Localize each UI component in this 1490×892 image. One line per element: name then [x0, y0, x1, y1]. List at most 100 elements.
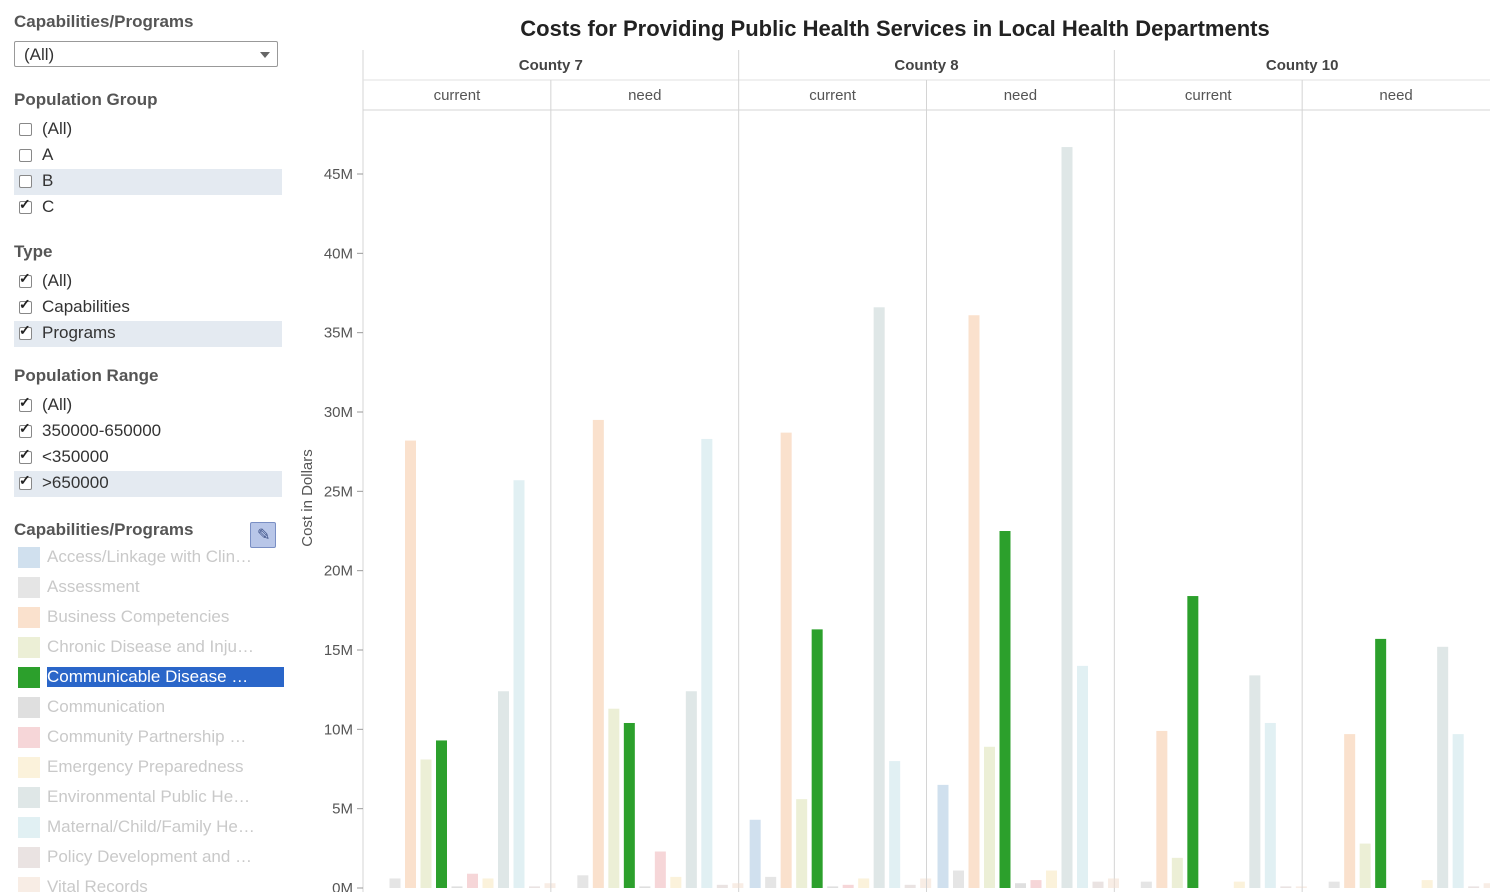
bar — [1375, 638, 1387, 888]
population-group-option[interactable]: ✓ C — [14, 195, 282, 221]
type-option[interactable]: ✓ Capabilities — [14, 295, 282, 321]
population-range-option[interactable]: ✓ 350000-650000 — [14, 419, 282, 445]
population-group-option[interactable]: (All) — [14, 117, 282, 143]
y-tick-label: 35M — [324, 325, 353, 342]
population-range-option[interactable]: ✓ <350000 — [14, 445, 282, 471]
legend-swatch — [18, 547, 40, 568]
type-option[interactable]: ✓ Programs — [14, 321, 282, 347]
bar — [1108, 878, 1119, 888]
bar — [670, 876, 682, 888]
population-group-title: Population Group — [14, 90, 158, 109]
bar — [654, 851, 666, 888]
legend-label: Communicable Disease Control — [47, 667, 284, 687]
legend-item[interactable]: Maternal/Child/Family Health — [18, 816, 268, 840]
y-tick-label: 40M — [324, 245, 353, 262]
legend-swatch — [18, 697, 40, 718]
legend-item[interactable]: Chronic Disease and Injury Prevention — [18, 636, 268, 660]
population-range-option[interactable]: ✓ >650000 — [14, 471, 282, 497]
bar — [1295, 886, 1307, 888]
bar — [623, 722, 635, 888]
population-range-option-label: <350000 — [42, 447, 109, 466]
population-group-option[interactable]: B — [14, 169, 282, 195]
checkbox[interactable]: ✓ — [19, 395, 32, 412]
checkbox[interactable] — [19, 123, 32, 136]
filter-sidebar: Capabilities/Programs (All) Population G… — [0, 0, 300, 892]
checkbox[interactable]: ✓ — [19, 323, 32, 340]
bar — [968, 315, 980, 888]
dropdown-value: (All) — [24, 45, 55, 64]
checkbox[interactable] — [19, 175, 32, 188]
bar — [467, 873, 478, 888]
population-group-option-label: B — [42, 171, 54, 190]
legend-swatch — [18, 817, 40, 838]
population-group-option-label: A — [42, 145, 54, 164]
bar — [436, 740, 447, 888]
pen-icon: ✎ — [257, 527, 271, 544]
population-group-option[interactable]: A — [14, 143, 282, 169]
bar — [420, 759, 432, 888]
type-option-label: Capabilities — [42, 297, 130, 316]
population-range-option-label: (All) — [42, 395, 73, 414]
y-tick-label: 10M — [324, 721, 353, 738]
bar — [701, 438, 713, 888]
population-group-option-label: C — [42, 197, 55, 216]
check-icon: ✓ — [19, 394, 31, 410]
chevron-down-icon — [260, 52, 270, 58]
subgroup-header-label: need — [628, 87, 661, 104]
bar — [1421, 880, 1433, 888]
check-icon: ✓ — [19, 196, 31, 212]
bar — [577, 875, 589, 888]
legend-item[interactable]: Access/Linkage with Clinical Care — [18, 546, 268, 570]
bar — [1061, 147, 1073, 888]
bar — [1187, 596, 1199, 888]
bar — [999, 531, 1011, 888]
bar — [1030, 880, 1042, 888]
legend-item[interactable]: Communication — [18, 696, 268, 720]
bar — [716, 884, 728, 888]
type-title: Type — [14, 242, 53, 261]
bar — [1280, 886, 1292, 888]
type-option-label: (All) — [42, 271, 73, 290]
type-option[interactable]: ✓ (All) — [14, 269, 282, 295]
group-header-label: County 7 — [519, 57, 583, 74]
population-range-option[interactable]: ✓ (All) — [14, 393, 282, 419]
legend-item[interactable]: Community Partnership Development — [18, 726, 268, 750]
checkbox[interactable]: ✓ — [19, 197, 32, 214]
legend-item[interactable]: Vital Records — [18, 876, 268, 892]
bar — [1077, 665, 1088, 888]
capabilities-dropdown[interactable]: (All) — [14, 41, 278, 67]
check-icon: ✓ — [19, 322, 31, 338]
checkbox[interactable]: ✓ — [19, 271, 32, 288]
y-tick-label: 30M — [324, 404, 353, 421]
y-tick-label: 0M — [332, 880, 353, 892]
bar — [1359, 843, 1371, 888]
bar — [685, 691, 697, 888]
legend-item[interactable]: Environmental Public Health — [18, 786, 268, 810]
bar — [592, 419, 604, 888]
bar — [389, 878, 401, 888]
bar — [796, 799, 808, 888]
bar — [1015, 883, 1026, 888]
checkbox[interactable]: ✓ — [19, 421, 32, 438]
legend-item[interactable]: Business Competencies — [18, 606, 268, 630]
bar — [544, 883, 556, 888]
group-header-label: County 8 — [894, 57, 958, 74]
checkbox[interactable]: ✓ — [19, 297, 32, 314]
bar — [1437, 646, 1449, 888]
checkbox[interactable]: ✓ — [19, 447, 32, 464]
bar — [1092, 881, 1104, 888]
legend-swatch — [18, 877, 40, 892]
legend-item[interactable]: Emergency Preparedness — [18, 756, 268, 780]
legend-item[interactable]: Policy Development and Support — [18, 846, 268, 870]
y-tick-label: 5M — [332, 801, 353, 818]
legend-swatch — [18, 727, 40, 748]
group-header-label: County 10 — [1266, 57, 1339, 74]
highlight-button[interactable]: ✎ — [250, 522, 276, 548]
legend-item[interactable]: Assessment — [18, 576, 268, 600]
bar — [1156, 730, 1168, 888]
checkbox[interactable]: ✓ — [19, 473, 32, 490]
bar — [749, 819, 761, 888]
legend-item[interactable]: Communicable Disease Control — [18, 666, 284, 690]
checkbox[interactable] — [19, 149, 32, 162]
bar — [953, 870, 964, 888]
